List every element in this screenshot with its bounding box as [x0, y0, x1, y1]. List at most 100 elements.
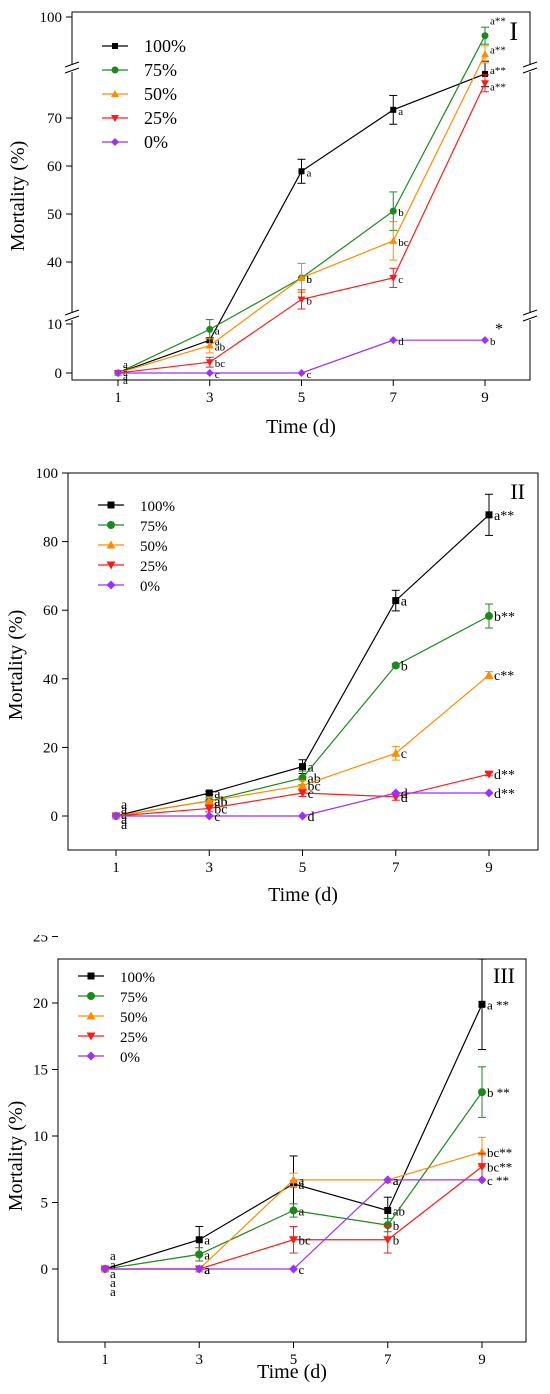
significance-label: a — [123, 375, 128, 387]
y-tick-label: 0 — [41, 1262, 49, 1278]
chart-panel-1: I Time (d) Mortality (%) 1 3 5 7 9 0 10 40 50 60 7… — [0, 0, 550, 450]
marker-square — [384, 1206, 392, 1214]
significance-label: a** — [490, 65, 506, 77]
marker-diamond — [481, 336, 489, 345]
marker-diamond — [106, 580, 116, 590]
chart-3-svg: III Time (d) Mortality (%) 1 3 5 7 9 0 5 10 15 20… — [5, 930, 527, 1383]
marker-triangle-down — [298, 789, 307, 798]
significance-label: a — [299, 1177, 305, 1192]
marker-triangle-up — [111, 90, 119, 97]
significance-label: b ** — [487, 1085, 510, 1100]
significance-label: a — [204, 1262, 210, 1277]
marker-square — [112, 43, 118, 49]
marker-circle — [391, 661, 400, 670]
y-tick-label: 20 — [43, 740, 58, 756]
marker-triangle-down — [111, 115, 119, 122]
chart-panel-3: III Time (d) Mortality (%) 1 3 5 7 9 0 5 10 15 20… — [0, 930, 550, 1389]
marker-diamond — [204, 811, 214, 821]
significance-label: a — [123, 371, 128, 383]
marker-triangle-up — [289, 1175, 298, 1184]
significance-label: a — [214, 787, 221, 802]
legend-label: 25% — [140, 559, 168, 575]
marker-triangle-down — [86, 1032, 96, 1041]
marker-circle — [87, 992, 95, 1000]
significance-label: a — [398, 106, 403, 118]
marker-diamond — [100, 1264, 110, 1274]
significance-label: bc — [299, 1233, 312, 1248]
legend-label: 0% — [144, 132, 168, 152]
significance-label: a — [393, 1173, 399, 1188]
axes: 1 3 5 7 9 0 5 10 15 20 25 — [33, 930, 486, 1369]
marker-diamond — [391, 788, 401, 798]
marker-triangle-down — [289, 1236, 298, 1245]
panel-label: II — [510, 479, 525, 504]
significance-label: bc — [398, 237, 409, 249]
legend-label: 0% — [120, 1050, 140, 1066]
x-tick-label: 9 — [485, 860, 493, 876]
axis-break-mark — [522, 309, 538, 316]
legend-label: 50% — [120, 1010, 148, 1026]
significance-label: a — [123, 359, 128, 371]
significance-label: a** — [490, 81, 506, 93]
significance-label: c — [401, 747, 407, 762]
y-tick-label: 10 — [47, 317, 62, 333]
significance-label: a — [299, 1203, 305, 1218]
legend: 100% 75% 50% 25% 0% — [98, 499, 175, 595]
significance-label: d** — [494, 768, 515, 783]
axis-break-mark — [64, 309, 80, 316]
marker-diamond — [86, 1051, 96, 1061]
marker-triangle-up — [106, 540, 116, 549]
marker-diamond — [205, 369, 214, 377]
significance-label: a — [204, 1233, 210, 1248]
marker-diamond — [289, 1264, 298, 1274]
significance-label: c — [398, 274, 403, 286]
significance-label: a — [121, 803, 128, 818]
significance-label: a — [110, 1266, 116, 1281]
significance-label: b — [307, 274, 313, 286]
significance-label: d — [308, 810, 315, 825]
significance-label: a** — [490, 16, 506, 28]
y-tick-label: 100 — [36, 466, 59, 482]
significance-label: c — [215, 369, 220, 381]
marker-triangle-up — [484, 670, 494, 679]
x-axis-label: Time (d) — [266, 416, 336, 438]
marker-triangle-down — [205, 359, 214, 367]
y-axis-label: Mortality (%) — [5, 610, 27, 721]
axis-break-gap — [66, 64, 78, 72]
marker-square — [87, 972, 95, 980]
x-tick-label: 1 — [114, 390, 122, 406]
significance-label: a — [121, 813, 128, 828]
legend-label: 0% — [140, 579, 160, 595]
significance-label: a — [110, 1275, 116, 1290]
axis-break-mark — [522, 315, 538, 322]
marker-diamond — [389, 336, 398, 345]
marker-circle — [289, 1206, 298, 1215]
series-0%: aa ca c ** — [100, 1173, 509, 1299]
significance-label: c — [308, 787, 314, 802]
axis-break-mark — [64, 67, 80, 74]
y-tick-label: 40 — [47, 255, 62, 271]
y-tick-label: 25 — [33, 935, 48, 946]
marker-diamond — [383, 1175, 393, 1185]
marker-triangle-up — [205, 341, 214, 349]
marker-circle — [481, 32, 489, 40]
significance-label: b — [307, 274, 313, 286]
legend: 100% 75% 50% 25% 0% — [78, 970, 155, 1066]
significance-label: bc** — [487, 1145, 512, 1160]
y-tick-label: 0 — [55, 366, 63, 382]
significance-label: c** — [494, 669, 514, 684]
y-tick-label: 60 — [43, 603, 58, 619]
axis-break-gap — [524, 64, 536, 72]
axis-break-mark — [64, 315, 80, 322]
y-tick-label: 20 — [33, 996, 48, 1012]
series-50%: a aa abc** — [100, 1136, 512, 1281]
x-tick-label: 3 — [206, 390, 214, 406]
axis-break-gap — [524, 312, 536, 320]
y-tick-label: 60 — [47, 159, 62, 175]
marker-triangle-down — [204, 804, 214, 813]
axis-break-mark — [522, 61, 538, 68]
marker-diamond — [297, 369, 306, 377]
marker-square — [392, 597, 400, 605]
